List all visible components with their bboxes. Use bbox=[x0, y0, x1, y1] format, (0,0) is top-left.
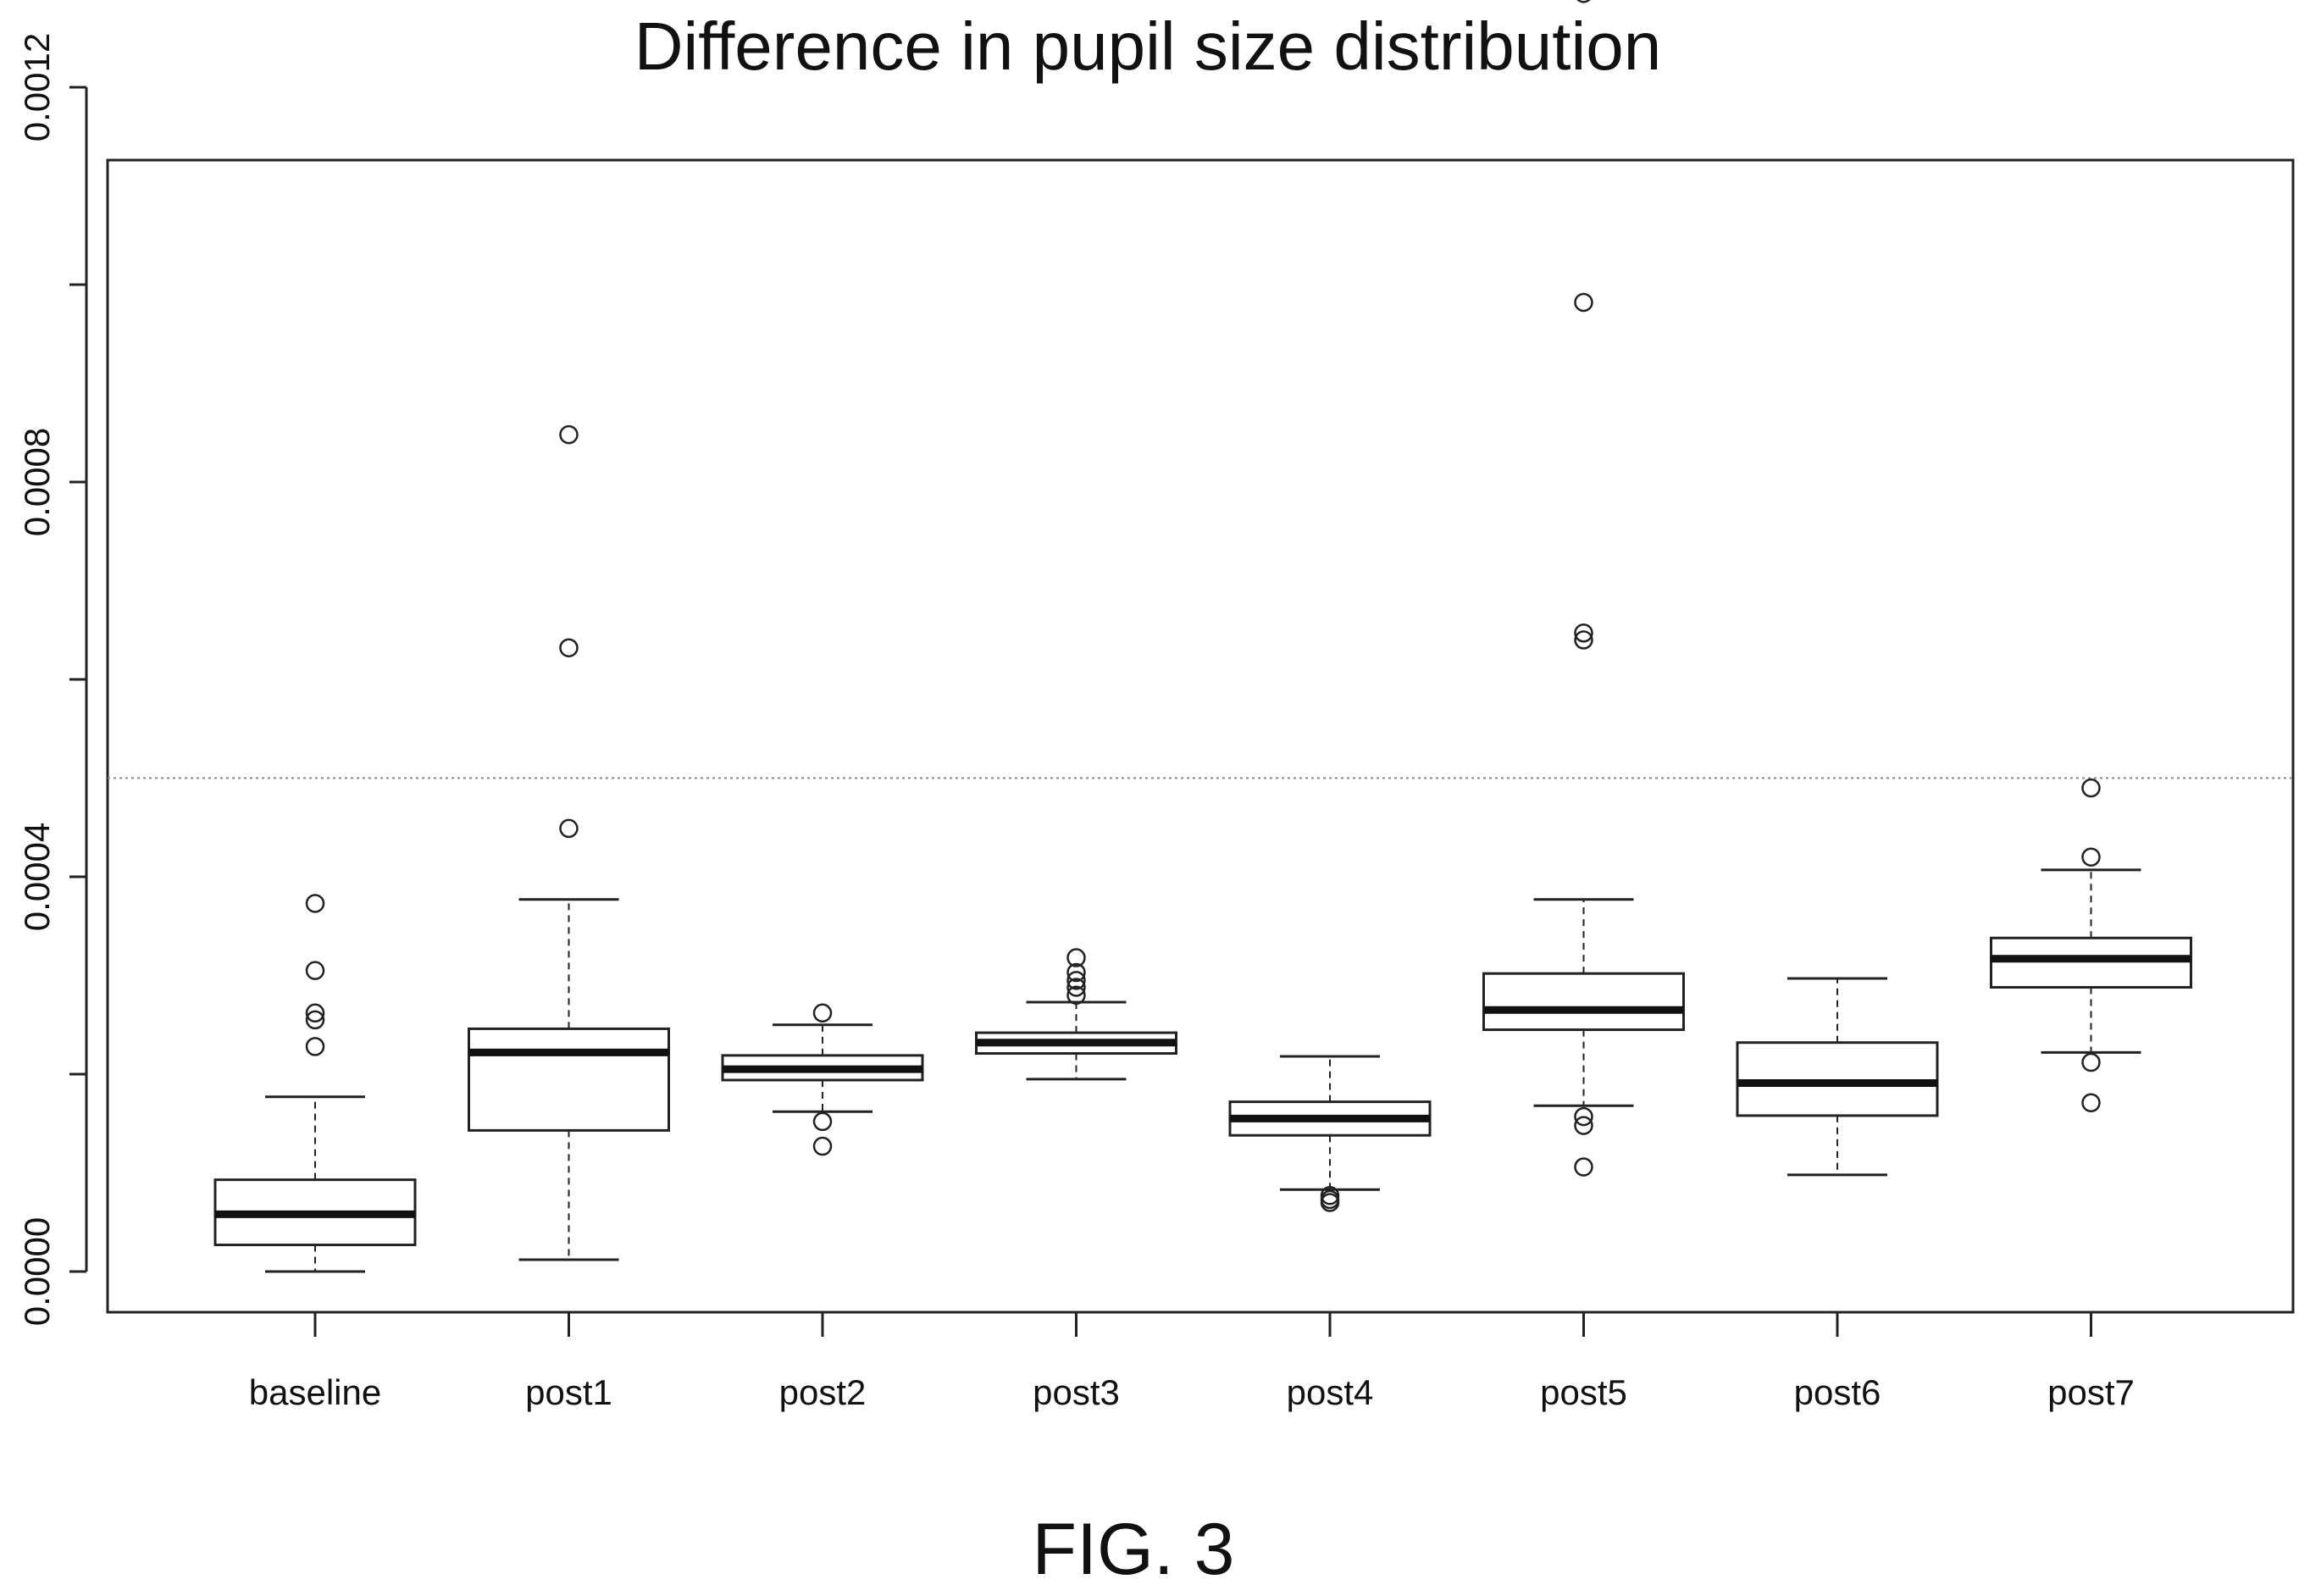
outlier-point bbox=[1066, 978, 1086, 997]
outlier-point bbox=[1574, 1157, 1593, 1177]
outlier-point bbox=[2081, 847, 2101, 867]
box-post6 bbox=[1736, 977, 1939, 1177]
x-tick-label: post2 bbox=[779, 1372, 867, 1412]
outlier-point bbox=[1320, 1193, 1340, 1212]
outlier-point bbox=[812, 1136, 833, 1156]
outlier-point bbox=[305, 894, 325, 913]
outlier-point bbox=[2081, 778, 2101, 798]
box-iqr bbox=[1482, 972, 1685, 1032]
box-post2 bbox=[721, 1003, 924, 1156]
outlier-point bbox=[305, 1003, 325, 1023]
box-iqr bbox=[468, 1027, 670, 1132]
x-tick-label: post3 bbox=[1033, 1372, 1120, 1412]
boxes-layer bbox=[213, 0, 2192, 1273]
outlier-point bbox=[305, 1037, 325, 1056]
box-iqr bbox=[1736, 1041, 1939, 1117]
outlier-point bbox=[1574, 1116, 1593, 1135]
box-baseline bbox=[213, 894, 417, 1273]
outlier-point bbox=[2081, 1052, 2101, 1072]
outlier-point bbox=[2081, 1093, 2101, 1113]
x-tick-label: baseline bbox=[249, 1372, 381, 1412]
box-post7 bbox=[1990, 778, 2192, 1113]
y-tick-label: 0.0008 bbox=[17, 428, 57, 536]
x-tick-label: post7 bbox=[2047, 1372, 2135, 1412]
outlier-point bbox=[1066, 948, 1086, 967]
box-post1 bbox=[468, 424, 670, 1261]
outlier-point bbox=[559, 424, 579, 445]
y-tick-label: 0.0000 bbox=[17, 1217, 57, 1326]
outlier-point bbox=[812, 1003, 833, 1023]
outlier-point bbox=[1066, 985, 1086, 1006]
x-axis: baseline post1 post2 post3 post4 post5 post6 po… bbox=[249, 1311, 2135, 1412]
y-axis: 0.0000 0.0004 0.0008 0.0012 bbox=[17, 33, 88, 1326]
outlier-point bbox=[812, 1111, 833, 1132]
y-tick-label: 0.0012 bbox=[17, 33, 57, 141]
outlier-point bbox=[305, 1010, 325, 1030]
chart-title: Difference in pupil size distribution bbox=[634, 8, 1662, 84]
outlier-point bbox=[1066, 971, 1086, 990]
box-post5 bbox=[1482, 0, 1685, 1177]
outlier-point bbox=[559, 638, 579, 657]
y-tick-label: 0.0004 bbox=[17, 823, 57, 931]
plot-frame bbox=[106, 158, 2295, 1314]
outlier-point bbox=[1574, 1106, 1593, 1127]
x-tick-label: post4 bbox=[1287, 1372, 1374, 1412]
box-post4 bbox=[1228, 1055, 1432, 1212]
figure-label: FIG. 3 bbox=[1033, 1509, 1235, 1590]
x-tick-label: post5 bbox=[1540, 1372, 1627, 1412]
box-post3 bbox=[975, 948, 1177, 1081]
outlier-point bbox=[305, 961, 325, 980]
outlier-point bbox=[1574, 630, 1593, 650]
outlier-point bbox=[1066, 962, 1086, 983]
x-tick-label: post1 bbox=[525, 1372, 612, 1412]
outlier-point bbox=[1574, 292, 1593, 313]
outlier-point bbox=[1574, 623, 1593, 643]
box-iqr bbox=[1990, 936, 2192, 989]
x-tick-label: post6 bbox=[1794, 1372, 1881, 1412]
outlier-point bbox=[1576, 0, 1591, 3]
outlier-point bbox=[559, 818, 579, 839]
